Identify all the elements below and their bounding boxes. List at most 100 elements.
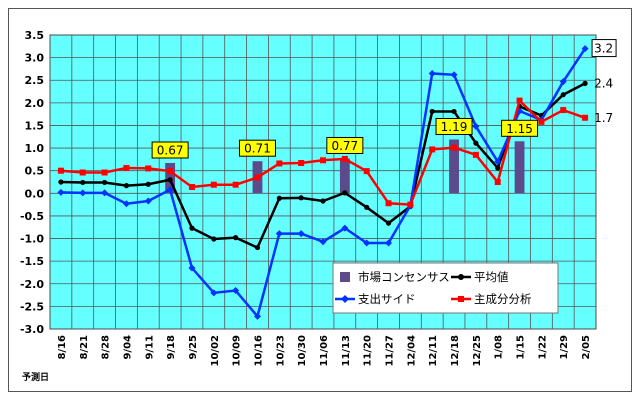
pca-point [232,181,239,188]
pca-point [145,165,152,172]
spend-point [581,45,589,53]
x-axis-label: 予測日 [22,371,49,383]
pca-point [57,167,64,174]
x-tick-label: 10/30 [297,335,308,367]
consensus-bar [514,141,525,194]
pca-point [298,160,305,167]
pca-point [320,157,326,164]
y-tick-label: -3.0 [20,323,44,336]
consensus-callout-box [151,141,189,159]
end-labels: 2.4 3.2 1.7 [591,39,617,125]
legend-label: 市場コンセンサス [358,270,450,284]
legend-swatch-bar [340,272,350,282]
pca-point [254,174,261,181]
avg-point [385,220,392,226]
spend-point [275,230,283,238]
x-tick-label: 9/25 [188,335,199,360]
pca-point [101,169,108,176]
x-tick-label: 2/05 [581,335,592,360]
spend-point [559,78,567,86]
y-tick-label: 1.5 [25,119,45,132]
spend-point [319,238,327,246]
spend-end-label: 3.2 [594,42,613,56]
pca-point [538,118,545,125]
y-tick-label: 2.0 [25,97,45,110]
pca-point [341,155,348,162]
y-tick-label: 0.0 [25,187,45,200]
x-tick-label: 8/28 [101,335,112,360]
x-tick-label: 10/23 [275,335,286,367]
x-tick-label: 12/04 [406,335,417,367]
x-tick-label: 11/27 [385,335,396,367]
pca-point [494,179,501,185]
spend-point [188,264,196,272]
pca-point [385,200,392,207]
pca-point [188,183,195,190]
avg-point [560,92,566,98]
legend-marker [458,274,464,280]
avg-point [473,140,479,146]
avg-point [58,179,64,185]
pca-point [276,160,283,167]
consensus-callout-label: 0.71 [244,142,271,156]
avg-point [298,195,304,201]
spend-point [253,312,261,320]
avg-point [167,177,173,183]
y-tick-label: -1.0 [20,233,44,246]
x-tick-label: 9/11 [144,335,155,360]
consensus-callouts: 0.67 0.71 0.77 1.19 1.15 [151,117,539,159]
y-tick-label: 3.0 [25,52,45,65]
y-tick-label: -2.5 [20,300,44,313]
avg-point [342,190,348,196]
x-tick-label: 9/18 [166,335,177,360]
x-tick-label: 8/16 [57,335,68,360]
y-tick-label: -0.5 [20,210,44,223]
x-tick-label: 12/11 [428,335,439,367]
pca-point [123,164,130,171]
x-tick-label: 11/20 [363,335,374,367]
x-tick-label: 12/25 [472,335,483,367]
legend-marker [341,295,349,303]
y-tick-label: 1.0 [25,142,45,155]
avg-point [80,179,86,186]
spend-point [363,239,371,247]
x-tick-label: 1/29 [559,335,570,360]
legend-marker [458,296,464,302]
avg-point [233,235,239,241]
avg-point [276,195,282,201]
legend-label: 主成分分析 [474,292,532,306]
spend-point [122,200,130,208]
pca-point [167,168,174,175]
x-tick-label: 1/08 [494,335,505,360]
consensus-callout-label: 1.19 [441,120,468,134]
avg-point [254,244,261,251]
pca-point [472,151,479,158]
x-tick-label: 9/04 [122,335,133,360]
spend-point [450,71,458,79]
avg-point [429,108,435,115]
pca-point [79,169,86,176]
avg-point [495,165,501,171]
avg-point [582,80,588,86]
spend-point [297,230,305,238]
pca-point [363,168,370,175]
legend-label: 支出サイド [358,292,416,306]
pca-point [582,114,589,121]
spend-point [494,158,502,166]
spend-point [101,189,109,197]
x-tick-label: 11/13 [341,335,352,367]
pca-point [516,97,523,104]
spend-point [428,69,436,77]
y-tick-label: -2.0 [20,278,44,291]
pca-point [560,107,567,114]
avg-point [189,225,195,231]
y-tick-label: 2.5 [25,74,45,87]
consensus-callout-box [238,139,276,157]
spend-point [79,189,87,197]
x-tick-label: 10/02 [210,335,221,367]
avg-point [211,236,217,242]
x-tick-label: 11/06 [319,335,330,367]
spend-point [385,239,393,247]
